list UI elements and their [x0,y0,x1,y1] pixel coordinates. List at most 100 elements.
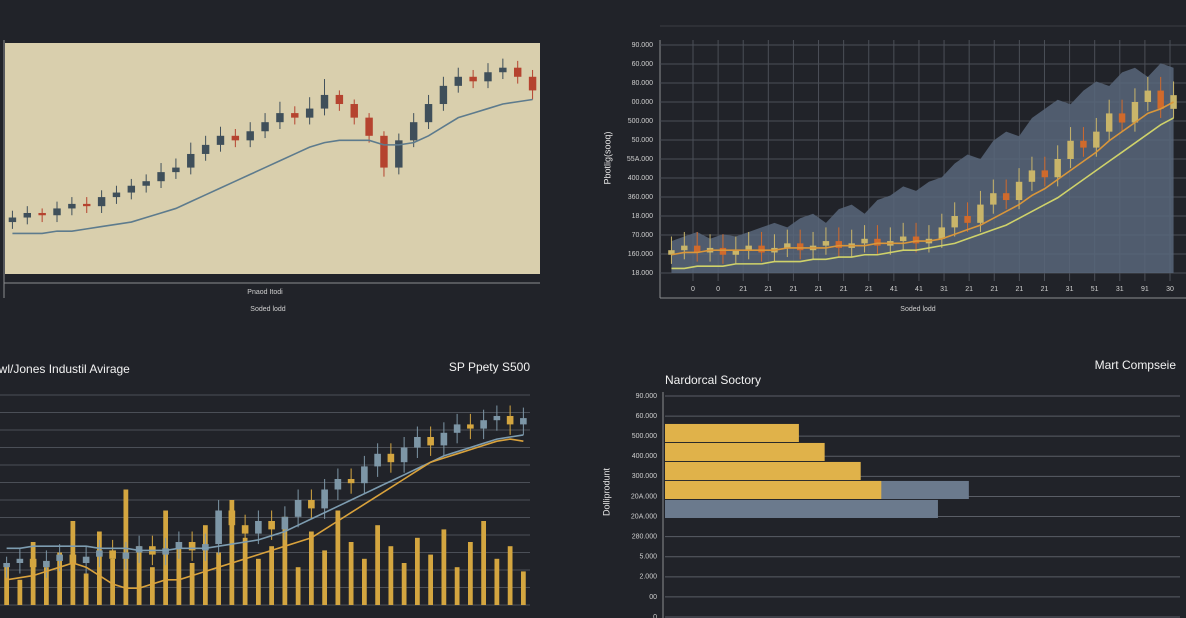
candle-body [69,554,77,563]
volume-bar [414,537,420,605]
candle-body [172,167,180,173]
y-axis-label: Dolliprodunt [601,467,611,516]
y-tick-label: 400.000 [632,453,657,460]
volume-bar [96,531,102,605]
volume-bar [136,546,142,605]
candle-body [1105,113,1113,132]
volume-bar [4,563,10,605]
candle-body [374,453,381,467]
candle-body [520,418,527,425]
volume-bar [216,552,222,605]
candle-body [294,500,302,517]
x-tick-label: 31 [940,286,948,293]
candle-body [528,76,537,91]
bar [665,423,799,442]
candle-body [1157,90,1164,109]
y-tick-label: 50.000 [632,137,654,144]
y-tick-label: 20A.000 [631,493,657,500]
volume-bar [17,579,23,605]
trend-line [671,101,1174,256]
candle-body [276,113,284,123]
volume-bar [335,510,341,605]
candle-body [97,197,106,207]
candle-body [758,245,765,253]
chart-subtitle: SP Ppety S500 [449,360,530,374]
y-tick-label: 5.000 [639,554,657,561]
x-tick-label: 91 [1141,286,1149,293]
candle-body [835,241,843,248]
x-tick-label: 21 [1041,286,1049,293]
candle-body [187,153,195,168]
volume-bar [428,554,434,605]
candle-body [822,241,830,246]
candle-body [268,521,275,530]
candle-body [82,556,90,563]
y-tick-label: 00 [649,594,657,601]
candle-body [43,560,50,568]
candle-body [231,135,240,141]
candle-body [745,245,752,251]
candle-body [1144,90,1152,102]
candle-body [202,544,209,551]
y-tick-label: 300.000 [632,473,657,480]
volume-bar [269,546,275,605]
candle-body [320,94,329,109]
volume-bar [255,558,261,605]
candle-body [380,135,388,168]
volume-bar [295,567,301,605]
candle-body [68,203,76,209]
candle-body [53,208,61,216]
candle-body [1067,140,1074,159]
x-tick-label: 21 [990,286,998,293]
x-tick-label: 0 [691,286,695,293]
volume-bar [83,573,89,605]
candle-body [440,432,448,446]
volume-bar [507,546,513,605]
candle-body [162,548,169,555]
candle-body [874,238,881,246]
y-tick-label: 280.000 [632,533,657,540]
trend-line [12,98,533,235]
y-tick-label: 18.000 [632,270,654,277]
candle-body [16,558,24,563]
volume-bar [322,550,328,605]
candle-body [454,76,462,86]
x-tick-label: 21 [840,286,848,293]
candle-body [506,416,514,425]
candle-body [23,212,32,218]
candle-body [453,424,461,433]
x-tick-label: 0 [716,286,720,293]
bar [665,499,938,518]
candle-body [467,424,474,429]
candle-body [990,193,997,205]
candle-body [38,212,46,216]
candle-body [387,453,395,463]
candle-body [1054,159,1061,178]
candle-body [142,181,150,186]
candle-body [228,510,236,526]
candle-body [912,236,920,244]
volume-bar [441,529,447,605]
x-tick-label: 21 [764,286,772,293]
x-tick-label: 41 [890,286,898,293]
candle-body [499,67,507,73]
candle-body [899,236,907,242]
volume-bar [176,542,182,605]
candle-body [281,516,289,530]
candle-body [424,104,433,123]
chart-subtitle: Nardorcal Soctory [665,373,761,387]
y-tick-label: 160.000 [628,251,653,258]
y-tick-label: 80.000 [632,80,654,87]
candle-body [201,144,210,154]
x-tick-label: 21 [1015,286,1023,293]
candle-body [1041,170,1049,178]
volume-bar [229,500,235,605]
y-tick-label: 60.000 [636,413,658,420]
candle-body [112,192,121,198]
volume-bar [388,546,394,605]
candle-body [109,550,116,559]
volume-bar [189,563,195,605]
candle-body [414,437,421,448]
candle-body [796,243,804,251]
